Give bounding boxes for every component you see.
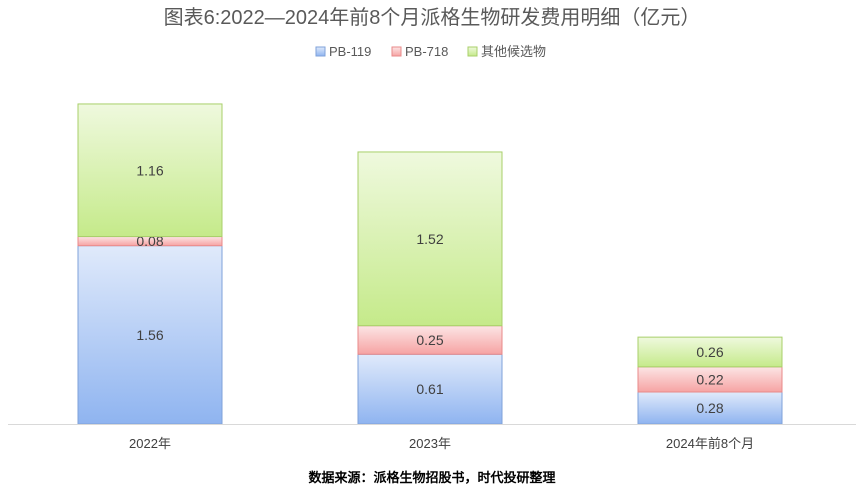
x-tick-label: 2022年	[129, 436, 171, 451]
data-label-1-3: 0.28	[696, 400, 723, 416]
x-axis-ticks: 2022年 2023年 2024年前8个月	[129, 436, 754, 451]
data-label-2-3: 0.22	[696, 371, 723, 387]
data-label-2-1: 0.08	[136, 233, 163, 249]
x-tick-label: 2024年前8个月	[666, 436, 754, 451]
data-label-1-2: 0.61	[416, 381, 443, 397]
source-note: 数据来源：派格生物招股书，时代投研整理	[308, 470, 555, 486]
legend-swatch-2	[391, 46, 402, 57]
data-label-3-3: 0.26	[696, 344, 723, 360]
legend-swatch-3	[467, 46, 478, 57]
legend-label-2: PB-718	[405, 44, 448, 59]
bar-1-2	[357, 353, 503, 425]
legend: PB-119 PB-718 其他候选物	[315, 44, 546, 59]
legend-swatch-1	[315, 46, 326, 57]
legend-label-1: PB-119	[329, 44, 371, 59]
bar-1-1	[77, 245, 223, 425]
bar-3-3	[637, 336, 783, 368]
data-label-1-1: 1.56	[136, 327, 163, 343]
data-label-3-2: 1.52	[416, 231, 443, 247]
bar-3-1	[77, 103, 223, 238]
data-label-3-1: 1.16	[136, 162, 163, 178]
legend-label-3: 其他候选物	[481, 44, 546, 59]
data-label-2-2: 0.25	[416, 332, 443, 348]
bars-layer: 1.56 0.08 1.16 0.61 0.25 1.52 0.28 0.22 0.26	[77, 103, 783, 425]
bar-3-2	[357, 151, 503, 327]
x-tick-label: 2023年	[409, 436, 451, 451]
chart-title: 图表6:2022—2024年前8个月派格生物研发费用明细（亿元）	[164, 6, 701, 29]
bar-2-3	[637, 366, 783, 393]
